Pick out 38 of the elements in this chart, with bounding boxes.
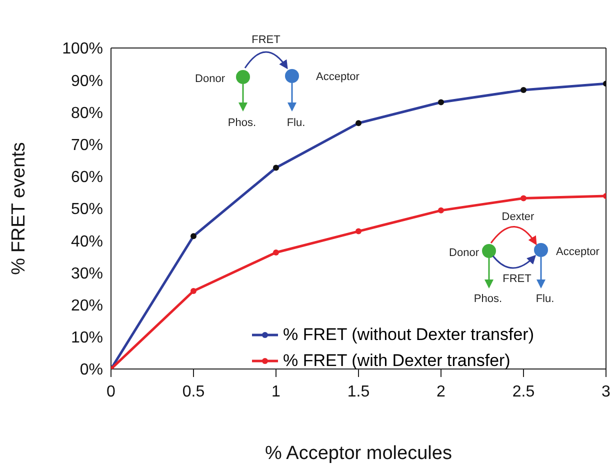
x-tick-label: 0.5 — [182, 383, 205, 400]
annotation: Acceptor — [556, 246, 600, 258]
x-tick-label: 1.5 — [347, 383, 370, 400]
annotation: Donor — [449, 247, 480, 259]
point — [273, 249, 279, 256]
point — [520, 195, 526, 202]
y-tick-label: 10% — [70, 330, 103, 347]
annotation: Donor — [195, 73, 226, 85]
y-tick-label: 100% — [62, 40, 103, 58]
y-tick-label: 40% — [70, 233, 103, 250]
y-tick-label: 30% — [70, 265, 103, 282]
annotation: Flu. — [536, 293, 554, 305]
annotation: Phos. — [228, 117, 256, 129]
x-tick-label: 3 — [602, 383, 611, 400]
annotation: Acceptor — [316, 71, 360, 83]
annotation: FRET — [502, 273, 532, 285]
point — [190, 288, 196, 294]
annotation: Dexter — [502, 211, 535, 223]
y-tick-label: 50% — [70, 201, 103, 218]
legend-label: % FRET (with Dexter transfer) — [283, 351, 510, 371]
x-tick-label: 2 — [436, 383, 446, 400]
y-tick-label: 70% — [70, 136, 103, 154]
legend-label: % FRET (without Dexter transfer) — [283, 325, 534, 345]
annotation: Flu. — [286, 117, 306, 129]
point — [438, 207, 444, 214]
y-tick-label: 80% — [70, 104, 103, 122]
point — [356, 228, 362, 234]
annotation: Phos. — [474, 293, 502, 305]
y-tick-label: 0% — [80, 362, 103, 379]
y-tick-label: 60% — [70, 169, 103, 186]
x-axis-title: % Acceptor molecules — [265, 443, 452, 464]
y-tick-label: 20% — [70, 297, 103, 314]
text: FRET — [252, 34, 280, 46]
x-tick-label: 1 — [272, 383, 281, 400]
y-tick-label: 90% — [70, 72, 103, 90]
x-tick-label: 0 — [106, 383, 116, 400]
y-axis-title: % FRET events — [8, 142, 30, 275]
x-tick-label: 2.5 — [512, 383, 535, 400]
